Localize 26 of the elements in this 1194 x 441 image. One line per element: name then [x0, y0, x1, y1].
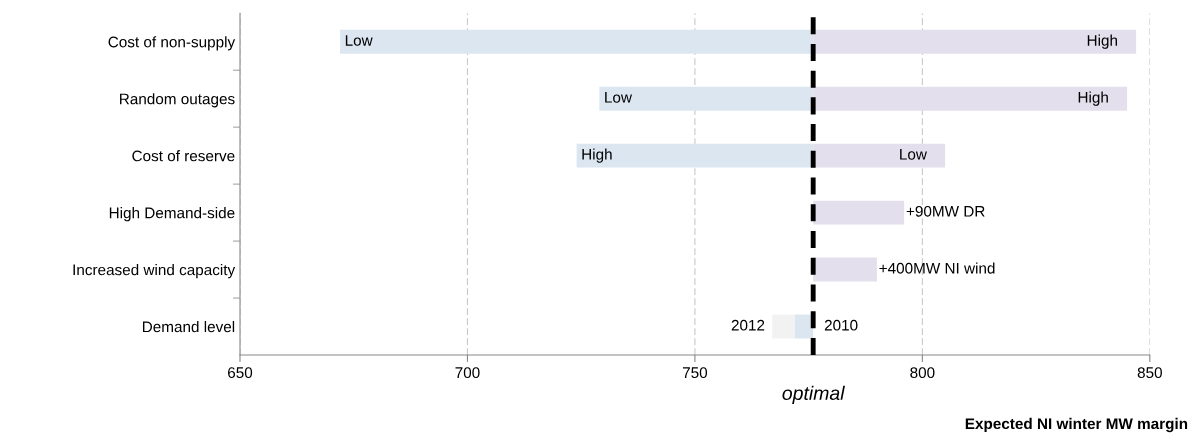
bar — [813, 200, 905, 225]
data-label: High — [1087, 34, 1117, 49]
y-tick-label: Cost of reserve — [132, 150, 235, 162]
y-tick-label: Random outages — [120, 93, 235, 108]
annotation: 2012 — [731, 319, 765, 331]
data-label: Low — [900, 149, 927, 160]
data-label: High — [582, 148, 612, 163]
x-tick-label: 800 — [910, 367, 935, 379]
x-axis-title: Expected NI winter MW margin — [965, 417, 1188, 433]
y-tick-label: Increased wind capacity — [73, 264, 236, 279]
y-tick-label: Demand level — [142, 320, 235, 333]
y-tick-label: High Demand-side — [109, 207, 235, 222]
y-tick-label: Cost of non-supply — [108, 36, 236, 51]
ref-line-label: optimal — [782, 385, 845, 404]
data-label: High — [1078, 91, 1108, 106]
annotation: +90MW DR — [906, 205, 985, 217]
bar — [772, 314, 795, 339]
annotation: +400MW NI wind — [879, 262, 995, 274]
annotation: 2010 — [824, 319, 858, 331]
x-tick-label: 700 — [455, 367, 480, 379]
data-label: Low — [605, 92, 632, 103]
data-label: Low — [345, 35, 373, 46]
x-tick-label: 850 — [1137, 367, 1162, 379]
x-tick-label: 750 — [682, 367, 708, 379]
x-tick-label: 650 — [228, 367, 253, 379]
bar — [813, 257, 877, 282]
